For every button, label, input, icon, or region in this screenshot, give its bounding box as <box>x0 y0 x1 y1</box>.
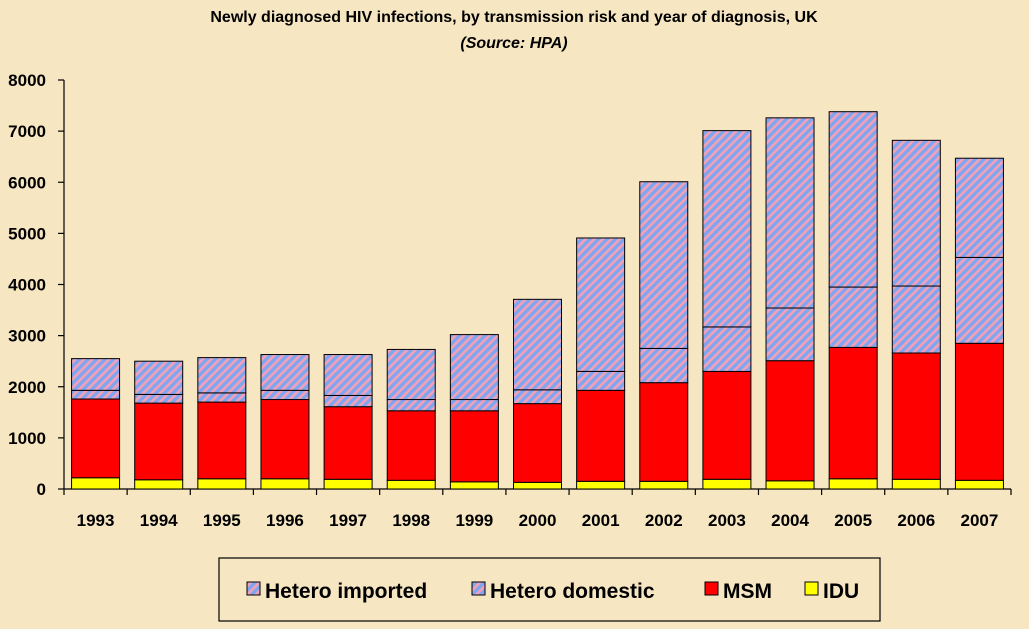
bar-segment-msm <box>71 398 121 479</box>
legend-swatch-hetero-domestic <box>471 581 486 596</box>
y-tick-label: 5000 <box>8 224 46 243</box>
bar-segment-idu <box>134 479 184 490</box>
legend-box <box>218 557 881 622</box>
bar-segment-hetero-imported <box>71 358 121 391</box>
bar-segment-hetero-imported <box>449 334 499 401</box>
bar-segment-hetero-domestic <box>639 347 689 384</box>
bar-segment-msm <box>513 403 562 483</box>
bar-segment-idu <box>765 480 815 490</box>
bar-segment-idu <box>891 478 941 490</box>
legend-swatch-idu <box>804 581 819 596</box>
bar-segment-idu <box>386 479 436 490</box>
x-tick-label: 1993 <box>77 511 115 530</box>
bar-segment-hetero-imported <box>323 354 373 396</box>
bar-segment-msm <box>639 382 689 482</box>
bar-segment-hetero-imported <box>513 298 562 391</box>
bar-segment-hetero-imported <box>197 357 247 394</box>
bar-segment-msm <box>576 389 626 482</box>
bar-segment-hetero-domestic <box>197 392 247 403</box>
bar-segment-hetero-domestic <box>828 286 878 348</box>
bar-segment-idu <box>828 478 878 490</box>
bar-segment-msm <box>828 346 878 480</box>
bar-segment-msm <box>134 402 184 481</box>
bar-segment-hetero-imported <box>134 360 184 395</box>
x-tick-label: 1999 <box>455 511 493 530</box>
x-tick-label: 1995 <box>203 511 241 530</box>
x-tick-label: 2002 <box>645 511 683 530</box>
legend-label-hetero-imported: Hetero imported <box>265 580 427 603</box>
bar-segment-msm <box>323 406 373 480</box>
plot-area: 0 1000 2000 3000 4000 5000 6000 7000 8000 1993 199… <box>8 71 1012 530</box>
x-tick-label: 2007 <box>961 511 999 530</box>
bar-segment-hetero-imported <box>702 130 752 328</box>
bar-segment-msm <box>260 399 310 480</box>
bar-segment-hetero-domestic <box>891 285 941 354</box>
x-tick-label: 2000 <box>519 511 557 530</box>
bar-segment-msm <box>449 410 499 483</box>
legend-swatch-hetero-imported <box>246 581 261 596</box>
bar-segment-hetero-imported <box>891 139 941 287</box>
bar-segment-hetero-domestic <box>260 389 310 401</box>
legend-label-msm: MSM <box>723 580 772 603</box>
bar-segment-idu <box>449 481 499 490</box>
chart-subtitle: (Source: HPA) <box>460 35 567 52</box>
legend: Hetero imported Hetero domestic MSM IDU <box>218 557 881 622</box>
bar-segment-hetero-domestic <box>134 393 184 404</box>
bar-segment-idu <box>71 477 121 490</box>
y-tick-label: 7000 <box>8 122 46 141</box>
bar-segment-hetero-domestic <box>323 394 373 408</box>
bar-segment-idu <box>323 478 373 490</box>
y-tick-label: 0 <box>37 480 46 499</box>
x-tick-label: 2004 <box>771 511 809 530</box>
x-tick-label: 2003 <box>708 511 746 530</box>
bar-segment-idu <box>260 478 310 490</box>
bar-segment-hetero-imported <box>639 181 689 349</box>
y-tick-label: 2000 <box>8 378 46 397</box>
x-tick-label: 1997 <box>329 511 367 530</box>
x-tick-label: 1994 <box>140 511 178 530</box>
y-tick-label: 6000 <box>8 173 46 192</box>
bar-segment-idu <box>954 479 1004 490</box>
bar-segment-idu <box>702 478 752 490</box>
bar-segment-idu <box>513 481 562 490</box>
x-tick-label: 1998 <box>392 511 430 530</box>
bar-segment-hetero-imported <box>765 117 815 309</box>
bar-segment-msm <box>891 352 941 480</box>
bar-segment-idu <box>197 478 247 490</box>
bar-segment-msm <box>954 342 1004 481</box>
bar-segment-msm <box>386 410 436 481</box>
bar-segment-msm <box>197 401 247 480</box>
bar-segment-idu <box>576 480 626 490</box>
bar-segment-hetero-domestic <box>702 326 752 372</box>
x-tick-label: 1996 <box>266 511 304 530</box>
x-tick-label: 2001 <box>582 511 620 530</box>
bar-segment-hetero-imported <box>954 157 1004 258</box>
y-tick-label: 4000 <box>8 276 46 295</box>
bar-segment-hetero-domestic <box>449 399 499 412</box>
legend-swatch-msm <box>704 581 719 596</box>
x-tick-label: 2006 <box>897 511 935 530</box>
bar-segment-hetero-domestic <box>765 307 815 362</box>
bar-segment-hetero-imported <box>828 111 878 288</box>
bar-segment-hetero-domestic <box>954 256 1004 344</box>
y-tick-label: 1000 <box>8 429 46 448</box>
bar-segment-hetero-domestic <box>576 370 626 391</box>
legend-label-idu: IDU <box>823 580 859 603</box>
bar-segment-hetero-domestic <box>386 399 436 412</box>
bar-segment-msm <box>702 370 752 480</box>
chart-title: Newly diagnosed HIV infections, by trans… <box>210 9 818 26</box>
y-tick-label: 8000 <box>8 71 46 90</box>
bar-segment-hetero-domestic <box>71 389 121 400</box>
bar-segment-hetero-imported <box>386 348 436 401</box>
bar-segment-idu <box>639 480 689 490</box>
bar-segment-hetero-imported <box>260 354 310 391</box>
x-tick-label: 2005 <box>834 511 872 530</box>
bar-segment-msm <box>765 360 815 482</box>
bar-segment-hetero-imported <box>576 237 626 372</box>
bar-segment-hetero-domestic <box>513 389 562 405</box>
legend-label-hetero-domestic: Hetero domestic <box>490 580 655 603</box>
y-tick-label: 3000 <box>8 327 46 346</box>
